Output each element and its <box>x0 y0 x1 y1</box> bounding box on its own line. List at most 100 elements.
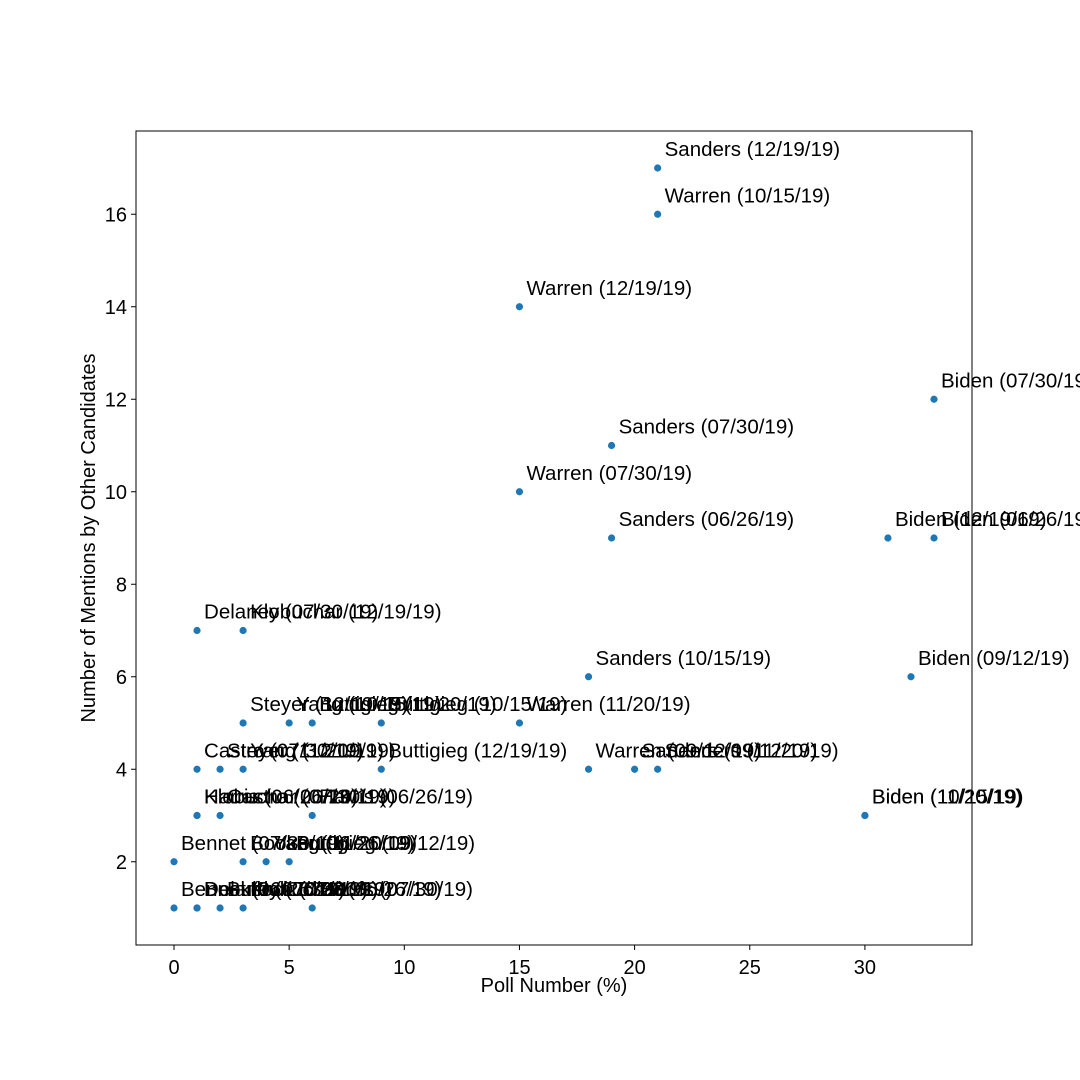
point-label: Yang (11/20/19) <box>273 832 417 855</box>
data-point <box>216 765 224 773</box>
point-label: Biden (10/15/19) <box>872 786 1024 809</box>
point-label: Biden (06/26/19) <box>941 508 1080 531</box>
point-label: Klobuchar (07/30/19) <box>204 786 395 809</box>
data-point <box>239 719 247 727</box>
data-point <box>654 210 662 218</box>
point-label: Yang (10/15/19) <box>296 693 442 716</box>
point-label: Bennet (07/30/19) <box>181 832 345 855</box>
data-point <box>239 626 247 635</box>
data-point <box>607 441 616 450</box>
point-label: Booker (06/26/19) <box>250 832 414 855</box>
data-point <box>930 395 938 403</box>
x-axis: 0 5 10 15 20 25 30 <box>168 945 876 979</box>
data-point <box>861 811 869 820</box>
point-label: Biden (11/20/19) <box>872 786 1022 809</box>
point-label: Harris (06/26/19) <box>319 786 473 809</box>
data-point <box>193 811 201 820</box>
data-point <box>515 488 524 496</box>
data-point <box>308 719 316 727</box>
data-point <box>607 534 616 542</box>
point-label: Bullock (07/30/19) <box>227 878 392 901</box>
y-tick-label: 2 <box>116 852 127 874</box>
point-label: Sanders (06/26/19) <box>619 508 795 531</box>
point-label: Booker (07/30/19) <box>204 878 368 901</box>
x-tick-label: 10 <box>393 957 415 979</box>
point-label: Yang (12/19/19) <box>250 739 396 762</box>
data-point <box>377 765 385 773</box>
data-point <box>631 765 639 773</box>
point-label: Buttigieg (11/20/19) <box>319 693 496 716</box>
data-point <box>884 534 892 542</box>
y-tick-label: 8 <box>116 574 127 596</box>
data-point <box>308 811 316 820</box>
x-tick-label: 20 <box>623 957 645 979</box>
data-point <box>262 858 270 866</box>
y-tick-label: 12 <box>105 389 127 411</box>
y-tick-label: 4 <box>116 759 127 781</box>
x-tick-label: 15 <box>508 957 530 979</box>
point-label: Warren (10/15/19) <box>665 184 831 207</box>
point-label: Bennet (06/26/19) <box>181 878 345 901</box>
point-label: Biden (07/30/19) <box>941 369 1080 392</box>
point-label: Sanders (10/15/19) <box>596 647 772 670</box>
plot-area-frame <box>135 130 973 946</box>
x-tick-label: 5 <box>284 957 295 979</box>
point-label: Biden (09/12/19) <box>918 647 1070 670</box>
y-tick-label: 14 <box>105 297 127 319</box>
data-point <box>216 811 224 820</box>
point-label: Buttigieg (12/19/19) <box>388 739 567 762</box>
point-label: Castro (07/30/19) <box>204 739 364 762</box>
data-point <box>377 719 385 727</box>
point-label: Warren (12/19/19) <box>526 277 692 300</box>
data-point <box>654 765 662 773</box>
data-point <box>285 858 293 866</box>
data-point <box>584 765 593 773</box>
data-point <box>193 765 201 773</box>
point-label: Warren (07/30/19) <box>526 462 692 485</box>
data-point <box>515 303 524 311</box>
point-label: Buttigieg (10/15/19) <box>388 693 567 716</box>
data-point <box>193 904 201 912</box>
data-point <box>239 858 247 866</box>
y-tick-label: 16 <box>105 204 127 226</box>
data-point <box>515 719 524 727</box>
data-point <box>285 719 293 727</box>
data-point <box>216 904 224 912</box>
point-label: Sanders (07/30/19) <box>619 416 795 439</box>
point-label: Sanders (09/12/19) <box>642 739 818 762</box>
data-point <box>930 534 938 542</box>
data-point <box>193 626 201 635</box>
data-point <box>239 904 247 912</box>
data-point <box>654 164 662 172</box>
data-point <box>170 858 178 866</box>
y-tick-label: 10 <box>105 482 127 504</box>
data-point <box>584 673 593 681</box>
point-label: Warren (11/20/19) <box>526 693 690 716</box>
point-label: Harris (07/30/19) <box>319 878 473 901</box>
x-tick-label: 25 <box>739 957 761 979</box>
x-tick-label: 30 <box>854 957 876 979</box>
point-label: Klobuchar (06/26/19) <box>250 878 441 901</box>
y-axis-label: Number of Mentions by Other Candidates <box>78 353 100 722</box>
x-tick-label: 0 <box>168 957 179 979</box>
point-label: Warren (09/12/19) <box>596 739 762 762</box>
y-tick-label: 6 <box>116 667 127 689</box>
x-axis-label: Poll Number (%) <box>481 975 628 997</box>
point-label: Delaney (06/26/19) <box>204 878 378 901</box>
point-label: Delaney (07/30/19) <box>204 601 378 624</box>
point-label: Steyer (11/20/19) <box>227 739 384 762</box>
data-point <box>170 904 178 912</box>
y-axis: 2 4 6 8 10 12 14 16 <box>105 204 136 874</box>
data-point <box>308 904 316 912</box>
point-label: Biden (12/19/19) <box>895 508 1047 531</box>
point-label: Steyer (12/19/19) <box>250 693 408 716</box>
point-label: Klobuchar (12/19/19) <box>250 601 441 624</box>
data-point <box>907 673 915 681</box>
point-label: Sanders (11/20/19) <box>665 739 839 762</box>
point-label: Sanders (12/19/19) <box>665 138 841 161</box>
data-point <box>239 765 247 773</box>
point-label: Harris (06/26/19) <box>204 786 358 809</box>
point-labels: Sanders (12/19/19) Warren (10/15/19) Warre… <box>181 138 1080 901</box>
point-label: Buttigieg (09/12/19) <box>296 832 475 855</box>
